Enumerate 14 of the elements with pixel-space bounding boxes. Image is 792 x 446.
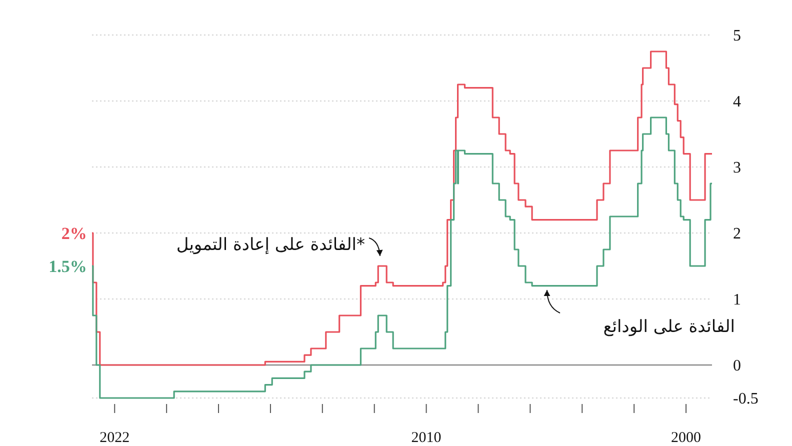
y-tick-label: -0.5: [733, 390, 758, 408]
series-label: الفائدة على الودائع: [603, 317, 735, 337]
series-label: الفائدة على إعادة التمويل*: [176, 235, 365, 255]
x-tick-label: 2022: [100, 430, 130, 446]
y-tick-label: 0: [733, 358, 741, 374]
y-tick-label: 2: [733, 226, 741, 242]
y-tick-label: 4: [733, 94, 741, 110]
annotation: 1.5%: [48, 257, 87, 276]
x-tick-label: 2000: [671, 430, 702, 446]
y-tick-label: 3: [733, 160, 741, 176]
y-tick-label: 1: [733, 292, 741, 308]
annotation: 2%: [61, 224, 87, 243]
y-tick-label: 5: [733, 28, 741, 44]
x-tick-label: 2010: [411, 430, 442, 446]
